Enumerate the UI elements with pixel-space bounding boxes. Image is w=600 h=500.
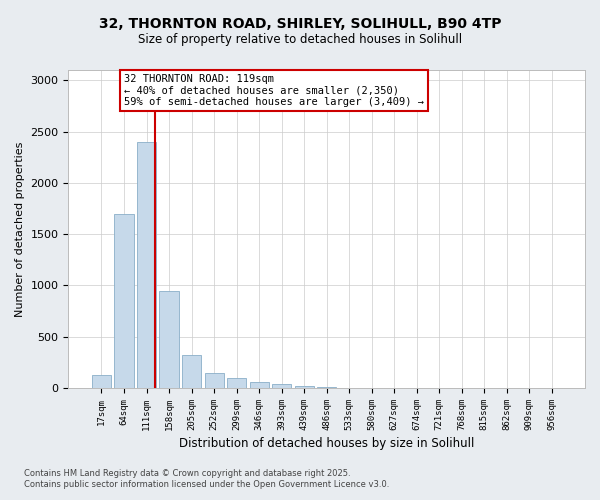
- Bar: [227, 378, 246, 388]
- Bar: [92, 376, 111, 388]
- Bar: [160, 290, 179, 388]
- Text: Contains public sector information licensed under the Open Government Licence v3: Contains public sector information licen…: [24, 480, 389, 489]
- Text: 32 THORNTON ROAD: 119sqm
← 40% of detached houses are smaller (2,350)
59% of sem: 32 THORNTON ROAD: 119sqm ← 40% of detach…: [124, 74, 424, 108]
- Text: Contains HM Land Registry data © Crown copyright and database right 2025.: Contains HM Land Registry data © Crown c…: [24, 468, 350, 477]
- Bar: [317, 386, 336, 388]
- Bar: [182, 355, 201, 388]
- X-axis label: Distribution of detached houses by size in Solihull: Distribution of detached houses by size …: [179, 437, 475, 450]
- Y-axis label: Number of detached properties: Number of detached properties: [15, 142, 25, 316]
- Bar: [250, 382, 269, 388]
- Text: Size of property relative to detached houses in Solihull: Size of property relative to detached ho…: [138, 32, 462, 46]
- Bar: [272, 384, 291, 388]
- Bar: [205, 372, 224, 388]
- Bar: [295, 386, 314, 388]
- Bar: [115, 214, 134, 388]
- Text: 32, THORNTON ROAD, SHIRLEY, SOLIHULL, B90 4TP: 32, THORNTON ROAD, SHIRLEY, SOLIHULL, B9…: [99, 18, 501, 32]
- Bar: [137, 142, 156, 388]
